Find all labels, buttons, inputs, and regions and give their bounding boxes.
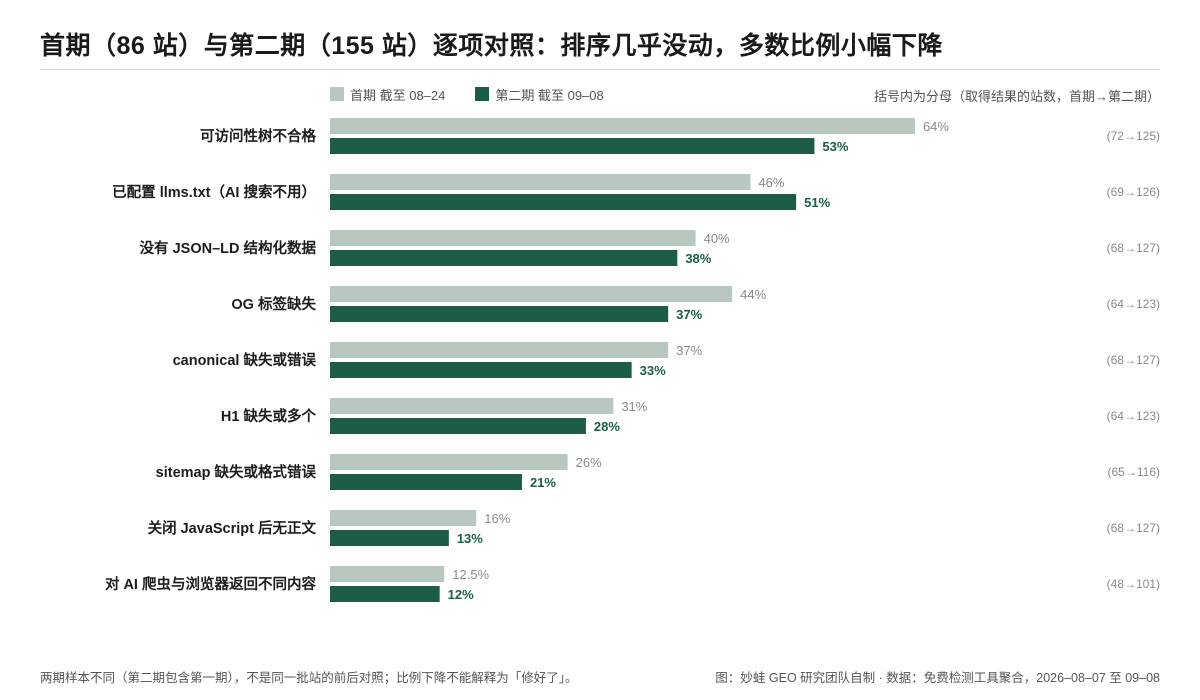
bar-series2 — [330, 362, 632, 378]
footer-source: 图：妙蛙 GEO 研究团队自制 · 数据：免费检测工具聚合，2026–08–07… — [715, 671, 1160, 685]
value-label-series2: 38% — [685, 251, 711, 266]
value-label-series2: 53% — [822, 139, 848, 154]
value-label-series1: 40% — [704, 231, 730, 246]
bar-series1 — [330, 510, 477, 526]
denominator-note: 括号内为分母（取得结果的站数，首期→第二期） — [873, 89, 1160, 104]
category-label: canonical 缺失或错误 — [173, 351, 317, 369]
bar-series2 — [330, 530, 449, 546]
legend-swatch-series2 — [475, 87, 490, 101]
bar-series2 — [330, 418, 586, 434]
bar-series1 — [330, 342, 669, 358]
denominator-label: (72→125) — [1107, 129, 1160, 143]
denominator-label: (64→123) — [1107, 297, 1160, 311]
value-label-series2: 28% — [594, 419, 620, 434]
denominator-label: (69→126) — [1107, 185, 1160, 199]
bar-series1 — [330, 454, 568, 470]
value-label-series2: 33% — [640, 363, 666, 378]
category-label: 可访问性树不合格 — [200, 127, 316, 145]
denominator-label: (65→116) — [1108, 465, 1160, 479]
value-label-series1: 26% — [576, 455, 602, 470]
value-label-series1: 16% — [484, 511, 510, 526]
denominator-label: (48→101) — [1107, 577, 1160, 591]
bar-series2 — [330, 586, 440, 602]
legend-item-series1: 首期 截至 08–24 — [330, 85, 445, 104]
value-label-series2: 37% — [676, 307, 702, 322]
bar-series1 — [330, 118, 915, 134]
category-label: 对 AI 爬虫与浏览器返回不同内容 — [105, 575, 317, 593]
value-label-series1: 37% — [676, 343, 702, 358]
value-label-series2: 51% — [804, 195, 830, 210]
value-label-series1: 12.5% — [452, 567, 489, 582]
legend-label-series2: 第二期 截至 09–08 — [495, 87, 604, 103]
bar-series2 — [330, 474, 522, 490]
value-label-series2: 12% — [448, 587, 474, 602]
bar-series2 — [330, 250, 678, 266]
bar-series1 — [330, 566, 445, 582]
denominator-label: (68→127) — [1107, 353, 1160, 367]
denominator-label: (64→123) — [1107, 409, 1160, 423]
bar-series2 — [330, 194, 797, 210]
value-label-series1: 64% — [923, 119, 949, 134]
bar-series1 — [330, 286, 733, 302]
legend-label-series1: 首期 截至 08–24 — [350, 87, 446, 103]
bar-series2 — [330, 138, 815, 154]
value-label-series1: 44% — [740, 287, 766, 302]
title-divider — [40, 69, 1160, 70]
category-label: H1 缺失或多个 — [221, 407, 317, 425]
value-label-series2: 13% — [457, 531, 483, 546]
bar-series1 — [330, 230, 696, 246]
bar-series1 — [330, 174, 751, 190]
denominator-label: (68→127) — [1107, 521, 1160, 535]
category-label: sitemap 缺失或格式错误 — [156, 463, 317, 481]
footer-caveat: 两期样本不同（第二期包含第一期），不是同一批站的前后对照；比例下降不能解释为「修… — [40, 671, 578, 685]
value-label-series1: 46% — [758, 175, 784, 190]
chart-title: 首期（86 站）与第二期（155 站）逐项对照：排序几乎没动，多数比例小幅下降 — [40, 32, 943, 60]
legend-item-series2: 第二期 截至 09–08 — [475, 85, 604, 104]
bar-series1 — [330, 398, 614, 414]
category-label: OG 标签缺失 — [231, 295, 316, 313]
value-label-series1: 31% — [621, 399, 647, 414]
legend-swatch-series1 — [330, 87, 344, 101]
category-label: 已配置 llms.txt（AI 搜索不用） — [112, 183, 316, 201]
bar-series2 — [330, 306, 669, 322]
value-label-series2: 21% — [530, 475, 556, 490]
denominator-label: (68→127) — [1107, 241, 1160, 255]
category-label: 关闭 JavaScript 后无正文 — [148, 519, 317, 537]
category-label: 没有 JSON–LD 结构化数据 — [140, 239, 317, 257]
legend: 首期 截至 08–24 第二期 截至 09–08 — [330, 85, 634, 103]
